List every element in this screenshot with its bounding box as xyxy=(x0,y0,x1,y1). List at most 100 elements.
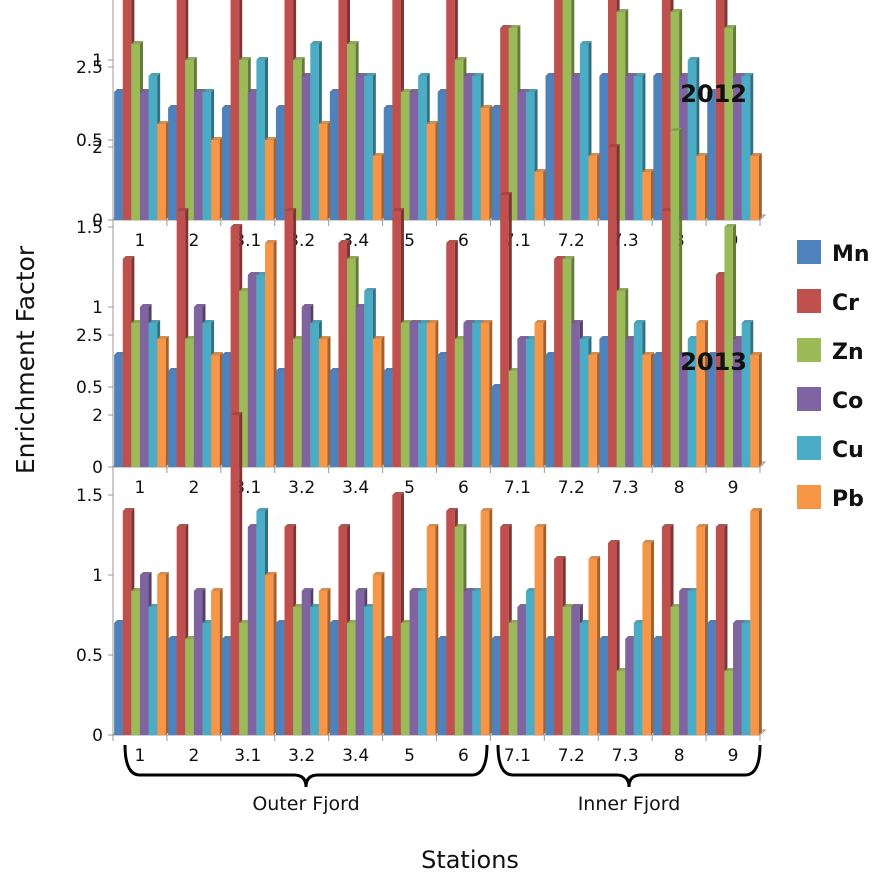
bar-front xyxy=(571,76,580,220)
group-brace xyxy=(496,744,762,788)
bar-front xyxy=(670,131,680,467)
bar-top xyxy=(571,604,583,607)
bar-front xyxy=(696,323,705,467)
bar-front xyxy=(176,211,186,467)
bar-front xyxy=(157,339,166,467)
bar-side xyxy=(381,336,385,467)
bar-Pb-3.2 xyxy=(318,121,331,220)
bar-front xyxy=(480,511,490,735)
bar-front xyxy=(202,623,212,735)
bar-Pb-1 xyxy=(157,336,169,467)
bar-top xyxy=(534,169,547,172)
bar-front xyxy=(437,355,447,467)
bar-front xyxy=(400,623,410,735)
bar-top xyxy=(696,153,708,156)
x-tick-label: 7.1 xyxy=(504,478,531,498)
bar-Pb-3.4 xyxy=(372,572,385,735)
bar-Pb-5 xyxy=(426,524,439,735)
bar-front xyxy=(185,639,194,735)
bar-top xyxy=(318,336,331,339)
bar-top xyxy=(696,524,708,527)
bar-front xyxy=(418,323,427,467)
bar-top xyxy=(176,208,189,211)
bar-front xyxy=(418,76,427,220)
bar-front xyxy=(661,0,671,220)
bar-top xyxy=(500,524,512,527)
bar-top xyxy=(338,524,351,527)
bar-top xyxy=(193,588,206,591)
bar-Pb-2 xyxy=(211,352,223,467)
bar-top xyxy=(517,336,529,339)
bar-Pb-3.4 xyxy=(372,336,385,467)
bar-front xyxy=(247,275,257,467)
x-tick-label: 1 xyxy=(135,478,146,498)
legend-swatch xyxy=(797,387,821,411)
bar-Pb-1 xyxy=(157,572,169,735)
bar-top xyxy=(122,508,135,511)
bar-top xyxy=(480,105,493,108)
bar-front xyxy=(355,76,365,220)
bar-front xyxy=(139,307,149,467)
bar-front xyxy=(653,639,662,735)
bar-top xyxy=(355,588,368,591)
bar-front xyxy=(400,323,410,467)
bar-front xyxy=(446,511,455,735)
bar-front xyxy=(347,623,356,735)
bar-front xyxy=(114,623,123,735)
bar-top xyxy=(750,352,762,355)
bar-top xyxy=(661,524,674,527)
bar-top xyxy=(176,524,189,527)
bar-front xyxy=(534,172,544,220)
bar-top xyxy=(579,336,592,339)
bar-front xyxy=(264,140,274,220)
bar-front xyxy=(579,339,589,467)
bar-front xyxy=(633,323,643,467)
bar-top xyxy=(750,153,762,156)
bar-front xyxy=(625,339,634,467)
bar-top xyxy=(679,588,691,591)
bar-front xyxy=(131,591,140,735)
bar-front xyxy=(211,355,220,467)
bar-side xyxy=(273,137,277,220)
bar-front xyxy=(707,355,716,467)
bar-top xyxy=(364,288,376,291)
x-tick-label: 7.2 xyxy=(558,746,585,766)
x-tick-label: 1 xyxy=(135,231,146,251)
bar-top xyxy=(426,524,439,527)
legend-item-Pb: Pb xyxy=(797,485,864,512)
bar-front xyxy=(355,307,365,467)
bar-side xyxy=(704,524,708,735)
x-tick-label: 6 xyxy=(458,231,469,251)
y-tick-label: 1.5 xyxy=(76,218,103,238)
bar-side xyxy=(597,352,601,467)
bar-side xyxy=(327,588,331,735)
bar-front xyxy=(724,227,734,467)
bar-front xyxy=(364,76,373,220)
bar-top xyxy=(157,572,169,575)
bar-front xyxy=(642,172,652,220)
bar-side xyxy=(165,572,169,735)
bar-top xyxy=(230,412,243,415)
bar-front xyxy=(562,0,572,220)
bar-top xyxy=(554,256,566,259)
bar-front xyxy=(426,323,436,467)
bar-top xyxy=(571,320,583,323)
bar-front xyxy=(392,211,401,467)
bar-front xyxy=(139,92,149,220)
legend-item-Mn: Mn xyxy=(797,240,870,267)
bar-Pb-9 xyxy=(750,508,762,735)
bar-front xyxy=(724,28,734,220)
bar-side xyxy=(273,572,277,735)
bar-Pb-7.3 xyxy=(642,352,655,467)
y-tick-label: 1 xyxy=(92,51,103,71)
bar-front xyxy=(221,355,231,467)
bar-front xyxy=(608,0,617,220)
bar-top xyxy=(642,540,655,543)
panel-2013: 2013 0 0.5 1 1.5 2 2.5 1 2 3.1 3.2 3.4 5 6 7.1 7.2 7.3 8 9 xyxy=(76,326,767,766)
bar-front xyxy=(301,76,311,220)
group-label: Inner Fjord xyxy=(578,793,681,815)
y-tick-label: 0.5 xyxy=(76,646,103,666)
bar-front xyxy=(409,591,419,735)
bar-top xyxy=(122,256,135,259)
